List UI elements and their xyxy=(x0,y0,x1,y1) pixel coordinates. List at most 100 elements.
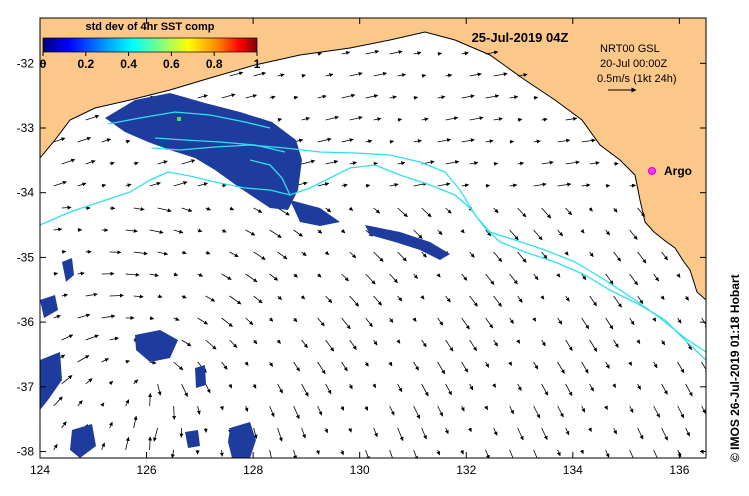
current-arrow xyxy=(125,183,132,188)
current-arrow xyxy=(445,116,459,121)
current-arrow xyxy=(613,251,622,262)
current-arrow xyxy=(301,427,306,439)
current-arrow xyxy=(541,427,548,441)
current-arrow xyxy=(221,361,228,370)
current-arrow xyxy=(397,73,406,78)
colorbar-label: std dev of 4hr SST comp xyxy=(86,21,215,33)
current-arrow xyxy=(317,229,323,234)
current-arrow xyxy=(677,317,682,324)
current-arrow xyxy=(373,161,378,166)
current-arrow xyxy=(469,72,482,77)
current-arrow xyxy=(125,399,130,407)
current-arrow xyxy=(469,251,475,258)
current-arrow xyxy=(613,207,618,213)
current-arrow xyxy=(509,273,518,285)
current-arrow xyxy=(373,207,381,214)
current-arrow xyxy=(493,251,503,263)
current-arrow xyxy=(277,295,282,300)
map-title: 25-Jul-2019 04Z xyxy=(472,30,569,45)
colorbar: std dev of 4hr SST comp 0 0.2 0.4 0.6 0.8 1 xyxy=(40,21,261,71)
current-arrow xyxy=(101,358,109,363)
current-arrow xyxy=(349,71,363,77)
current-arrow xyxy=(389,50,403,55)
current-arrow xyxy=(53,227,63,232)
current-arrow xyxy=(324,250,330,256)
current-arrow xyxy=(373,427,378,438)
current-arrow xyxy=(197,272,204,277)
current-arrow xyxy=(485,273,495,285)
current-arrow xyxy=(469,116,484,121)
current-arrow xyxy=(413,273,418,279)
current-arrow xyxy=(365,273,376,285)
current-arrow xyxy=(221,228,227,233)
current-arrow xyxy=(684,295,689,301)
current-arrow xyxy=(53,180,67,187)
current-arrow xyxy=(565,116,578,121)
current-arrow xyxy=(317,137,332,143)
current-arrow xyxy=(605,449,610,458)
current-arrow xyxy=(301,116,310,121)
y-tick-label: -37 xyxy=(17,380,35,394)
current-arrow xyxy=(101,183,107,188)
x-tick-label: 126 xyxy=(137,463,157,477)
current-arrow xyxy=(181,294,187,299)
current-arrow xyxy=(325,207,332,213)
colorbar-tick-label: 0.2 xyxy=(77,57,94,71)
current-arrow xyxy=(629,317,635,326)
current-arrow xyxy=(701,405,706,414)
current-arrow xyxy=(253,427,258,439)
current-arrow xyxy=(170,449,175,458)
current-arrow xyxy=(467,427,472,433)
current-arrow xyxy=(373,295,382,306)
current-arrow xyxy=(205,250,211,255)
current-arrow xyxy=(205,339,217,350)
current-arrow xyxy=(564,251,569,256)
current-arrow xyxy=(565,160,580,165)
current-arrow xyxy=(253,71,266,77)
current-arrow xyxy=(389,273,398,283)
current-arrow xyxy=(445,73,453,78)
current-arrow xyxy=(516,339,521,344)
current-arrow xyxy=(197,317,208,325)
current-arrow xyxy=(461,94,475,99)
current-arrow xyxy=(77,400,83,407)
current-arrow xyxy=(533,273,539,281)
current-arrow xyxy=(397,251,407,262)
current-arrow xyxy=(661,383,668,395)
current-arrow xyxy=(421,73,427,78)
current-arrow xyxy=(460,449,464,455)
current-arrow xyxy=(517,251,527,263)
current-arrow xyxy=(373,71,387,77)
current-arrow xyxy=(637,427,644,440)
current-arrow xyxy=(301,73,306,78)
info-scale: 0.5m/s (1kt 24h) xyxy=(597,73,676,85)
current-arrow xyxy=(508,361,513,366)
current-arrow xyxy=(701,317,706,329)
current-arrow xyxy=(277,73,285,78)
current-arrow xyxy=(710,208,713,212)
current-arrow xyxy=(300,295,305,300)
x-tick-label: 134 xyxy=(563,463,583,477)
current-arrow xyxy=(461,183,469,188)
current-arrow xyxy=(341,93,356,99)
current-arrow xyxy=(365,139,373,144)
current-arrow xyxy=(85,160,96,165)
current-arrow xyxy=(436,273,441,278)
current-arrow xyxy=(181,339,192,347)
current-arrow xyxy=(613,161,619,166)
current-arrow xyxy=(629,273,638,286)
current-arrow xyxy=(397,383,403,393)
sst-high-pixel xyxy=(177,117,181,121)
current-arrow xyxy=(85,334,99,341)
current-arrow xyxy=(372,383,377,389)
current-arrow xyxy=(685,427,690,437)
current-arrow xyxy=(349,161,357,166)
current-arrow xyxy=(277,383,283,394)
current-arrow xyxy=(317,182,330,187)
current-arrow xyxy=(301,251,307,257)
current-arrow xyxy=(533,405,541,419)
current-arrow xyxy=(221,273,232,280)
current-arrow xyxy=(229,206,235,211)
current-arrow xyxy=(397,117,402,122)
current-arrow xyxy=(509,317,514,324)
